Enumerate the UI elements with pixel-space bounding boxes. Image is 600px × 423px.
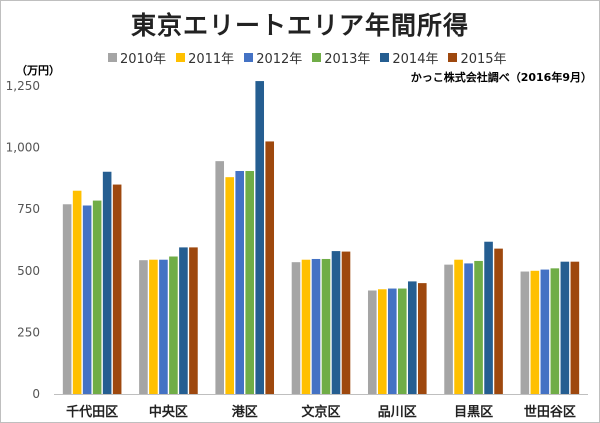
y-tick-label: 1,250 — [6, 79, 40, 93]
bar — [407, 281, 417, 394]
bar — [367, 290, 377, 394]
bar — [291, 262, 301, 394]
bar — [570, 261, 580, 394]
bar — [112, 184, 122, 394]
legend-item: 2014年 — [380, 48, 438, 67]
y-tick-label: 0 — [32, 387, 40, 401]
x-tick-label: 中央区 — [149, 404, 188, 420]
bar — [397, 288, 407, 394]
bar — [235, 171, 245, 394]
y-axis-unit-label: （万円） — [16, 64, 60, 77]
bar — [494, 248, 503, 394]
bar — [331, 251, 341, 394]
bar — [139, 260, 148, 394]
bar — [341, 251, 351, 394]
x-tick-label: 目黒区 — [454, 404, 493, 420]
bar — [311, 258, 321, 394]
legend-label: 2015年 — [460, 52, 507, 67]
legend-swatch — [380, 53, 390, 62]
bar — [387, 288, 397, 394]
chart-legend: 2010年 2011年 2012年 2013年 2014年 2015年 — [108, 48, 507, 67]
legend-swatch — [176, 53, 186, 62]
bar — [149, 259, 158, 394]
x-tick-label: 世田谷区 — [524, 404, 576, 420]
source-note: かっこ株式会社調べ（2016年9月） — [410, 71, 592, 84]
bar — [72, 190, 82, 394]
legend-item: 2010年 — [108, 48, 166, 67]
legend-label: 2010年 — [120, 52, 167, 67]
legend-swatch — [312, 53, 322, 62]
x-tick-label: 港区 — [232, 404, 258, 420]
legend-item: 2012年 — [244, 48, 302, 67]
bar — [540, 269, 550, 394]
bar — [560, 261, 570, 394]
bar — [92, 200, 102, 394]
x-tick-label: 千代田区 — [66, 404, 118, 420]
legend-label: 2012年 — [256, 52, 303, 67]
bar — [245, 171, 255, 394]
legend-swatch — [244, 53, 254, 62]
bar — [62, 204, 72, 394]
bar — [189, 247, 198, 394]
legend-swatch — [448, 53, 458, 62]
x-tick-label: 文京区 — [301, 404, 340, 420]
chart-title: 東京エリートエリア年間所得 — [130, 11, 469, 40]
bar — [520, 271, 530, 394]
bar — [225, 177, 235, 394]
bar — [550, 268, 560, 394]
bar — [102, 171, 112, 394]
y-tick-label: 250 — [17, 325, 40, 339]
legend-label: 2013年 — [324, 52, 371, 67]
y-tick-label: 1,000 — [6, 141, 40, 155]
legend-label: 2011年 — [188, 52, 235, 67]
bar — [444, 264, 453, 394]
y-tick-label: 750 — [17, 202, 40, 216]
legend-swatch — [108, 53, 117, 62]
bar — [454, 259, 463, 394]
bar — [377, 289, 387, 394]
legend-item: 2013年 — [312, 48, 370, 67]
bar — [301, 259, 311, 394]
bar — [321, 258, 331, 394]
bar — [255, 81, 265, 394]
bar — [464, 263, 473, 394]
bar — [215, 161, 225, 394]
bar — [417, 283, 427, 394]
legend-item: 2015年 — [448, 48, 507, 67]
y-tick-label: 500 — [17, 264, 40, 278]
bar — [484, 241, 493, 394]
legend-item: 2011年 — [176, 48, 234, 67]
bar — [82, 205, 92, 394]
bar — [474, 260, 483, 394]
bar — [530, 270, 540, 394]
bar — [265, 141, 275, 394]
bar — [179, 247, 188, 394]
legend-label: 2014年 — [392, 52, 439, 67]
x-tick-label: 品川区 — [378, 405, 417, 420]
bar — [159, 259, 168, 394]
bar — [169, 256, 178, 394]
